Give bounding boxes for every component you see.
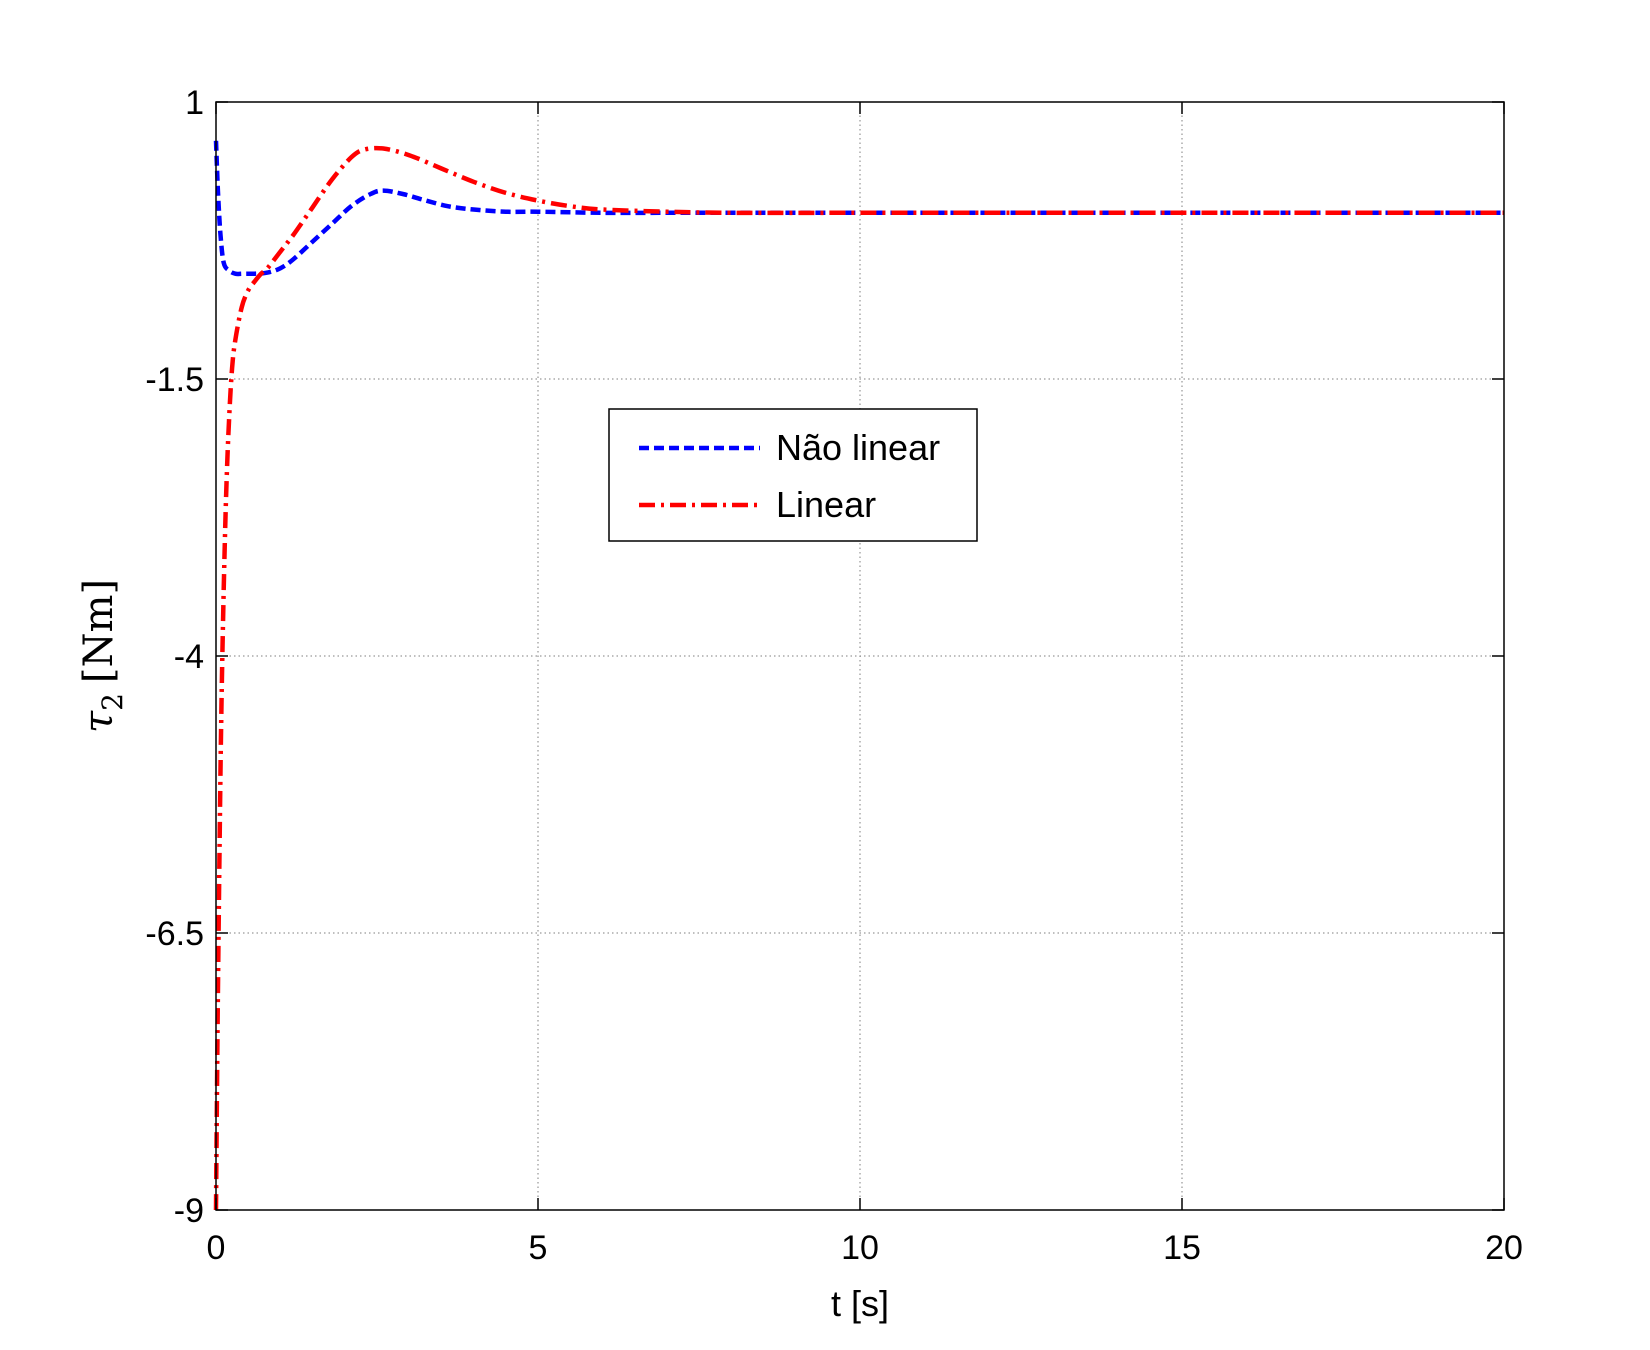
y-axis-label-symbol: τ (76, 710, 122, 733)
x-tick-label: 10 (841, 1229, 879, 1267)
y-tick-labels: -9 -6.5 -4 -1.5 1 (145, 84, 204, 1230)
y-axis-label-unit: [Nm] (76, 579, 122, 683)
y-tick-label: -6.5 (145, 915, 204, 953)
x-tick-label: 20 (1485, 1229, 1523, 1267)
x-axis-label: t [s] (831, 1283, 889, 1324)
y-tick-label: 1 (185, 84, 204, 122)
x-tick-label: 15 (1163, 1229, 1201, 1267)
y-axis-label: τ2 [Nm] (76, 579, 129, 733)
legend-label-nao-linear: Não linear (776, 427, 940, 468)
legend-box (608, 408, 978, 542)
x-tick-label: 5 (529, 1229, 548, 1267)
y-tick-label: -1.5 (145, 361, 204, 399)
legend: Não linear Linear (608, 408, 978, 542)
series-line-linear (213, 145, 1504, 1211)
tick-marks (215, 101, 1505, 1211)
y-tick-label: -4 (174, 638, 204, 676)
grid-lines (216, 102, 1504, 1210)
x-tick-label: 0 (207, 1229, 226, 1267)
y-axis-label-subscript: 2 (96, 693, 129, 711)
legend-label-linear: Linear (776, 484, 876, 525)
y-tick-label: -9 (174, 1192, 204, 1230)
x-tick-labels: 0 5 10 15 20 (207, 1229, 1523, 1267)
series-layer (213, 140, 1504, 1211)
